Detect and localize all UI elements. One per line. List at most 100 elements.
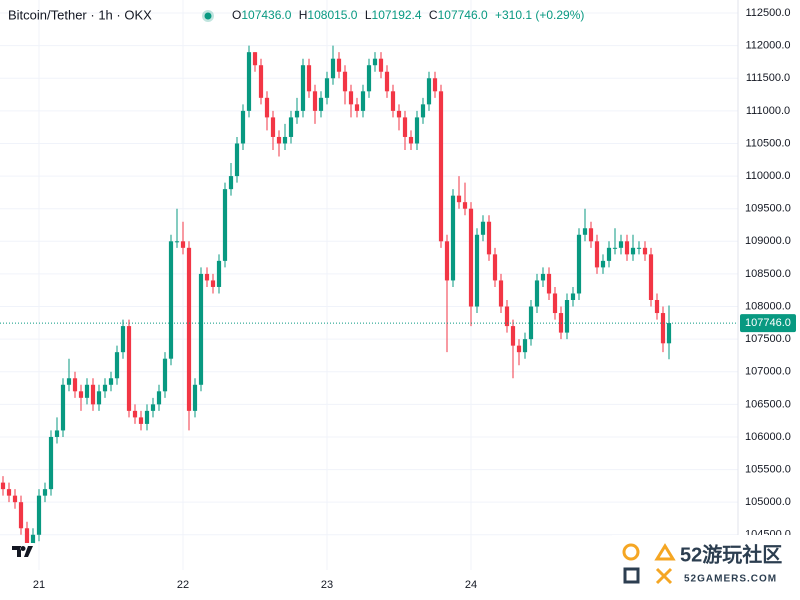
candle-body xyxy=(150,404,156,411)
candle-body xyxy=(12,495,18,503)
candle-body xyxy=(138,417,144,424)
chart-title: Bitcoin/Tether · 1h · OKX xyxy=(8,7,152,22)
candle-body xyxy=(420,104,426,118)
candle-body xyxy=(522,339,528,353)
candle-body xyxy=(648,254,654,300)
candle-body xyxy=(624,241,630,255)
candle-body xyxy=(126,326,132,411)
candle-body xyxy=(432,78,438,92)
candle-body xyxy=(540,273,546,281)
candle-body xyxy=(72,378,78,392)
candle-body xyxy=(534,280,540,307)
candle-body xyxy=(492,254,498,281)
candle-body xyxy=(462,202,468,209)
candle-body xyxy=(630,247,636,255)
candle-body xyxy=(576,234,582,294)
y-tick-label: 105500.0 xyxy=(745,463,791,475)
candle-body xyxy=(354,104,360,111)
ohlc-value: 107746.0 xyxy=(438,8,488,22)
candle-body xyxy=(564,300,570,333)
candle-body xyxy=(48,436,54,490)
candle-body xyxy=(360,91,366,111)
watermark-icon xyxy=(622,543,640,561)
candle-body xyxy=(378,58,384,72)
candle-body xyxy=(498,280,504,307)
candle-body xyxy=(336,58,342,72)
candle-body xyxy=(222,189,228,261)
ohlc-change: +310.1 (+0.29%) xyxy=(495,8,584,22)
x-tick-label: 23 xyxy=(321,579,333,591)
watermark-icon xyxy=(655,567,673,585)
candle-body xyxy=(42,489,48,496)
candle-body xyxy=(504,306,510,327)
ohlc-key: H xyxy=(299,8,308,22)
x-tick-label: 24 xyxy=(465,579,477,591)
candle-body xyxy=(642,247,648,255)
candle-body xyxy=(318,97,324,111)
candle-body xyxy=(342,71,348,92)
candle-body xyxy=(78,391,84,398)
y-tick-label: 107500.0 xyxy=(745,333,791,345)
ohlc-value: 107436.0 xyxy=(241,8,291,22)
candle-body xyxy=(144,410,150,424)
y-tick-label: 111000.0 xyxy=(746,105,790,117)
candle-body xyxy=(486,221,492,255)
y-tick-label: 108500.0 xyxy=(745,268,791,280)
candle-body xyxy=(30,534,36,548)
ohlc-key: O xyxy=(232,8,241,22)
candle-body xyxy=(162,358,168,392)
candle-body xyxy=(654,300,660,314)
candle-body xyxy=(198,273,204,385)
candle-body xyxy=(6,489,12,496)
candle-body xyxy=(402,117,408,137)
candle-body xyxy=(510,326,516,346)
y-tick-label: 106500.0 xyxy=(745,398,791,410)
candle-body xyxy=(216,260,222,287)
logo-shape xyxy=(12,546,33,557)
candle-body xyxy=(426,78,432,105)
candle-body xyxy=(84,384,90,398)
x-tick-label: 22 xyxy=(177,579,189,591)
candle-body xyxy=(282,136,288,144)
candle-body xyxy=(102,384,108,392)
watermark-icon xyxy=(623,567,640,584)
candle-body xyxy=(390,91,396,111)
candle-body xyxy=(60,384,66,431)
candle-body xyxy=(192,384,198,411)
candle-body xyxy=(0,482,6,490)
last-price-box xyxy=(740,314,796,333)
x-tick-label: 21 xyxy=(33,579,45,591)
candle-body xyxy=(90,384,96,405)
candle-body xyxy=(384,71,390,92)
candle-body xyxy=(552,293,558,314)
candle-body xyxy=(666,323,672,344)
candle-body xyxy=(480,221,486,235)
y-tick-label: 108000.0 xyxy=(745,300,791,312)
candle-body xyxy=(516,345,522,353)
candle-body xyxy=(306,65,312,92)
logo-bg xyxy=(10,543,38,561)
ohlc-value: 107192.4 xyxy=(372,8,422,22)
watermark-name: 52游玩社区 xyxy=(680,542,782,566)
candle-body xyxy=(612,247,618,249)
candle-body xyxy=(600,260,606,268)
candle-body xyxy=(18,502,24,529)
y-tick-label: 107000.0 xyxy=(745,366,791,378)
candle-body xyxy=(96,391,102,405)
candles xyxy=(0,45,672,555)
candle-body xyxy=(258,65,264,98)
y-tick-label: 112000.0 xyxy=(745,40,790,52)
candle-body xyxy=(594,241,600,268)
y-tick-label: 105000.0 xyxy=(745,496,791,508)
y-tick-label: 112500.0 xyxy=(745,7,790,19)
candle-body xyxy=(186,247,192,411)
candle-body xyxy=(156,391,162,405)
candle-body xyxy=(174,241,180,243)
candle-body xyxy=(474,234,480,307)
candle-body xyxy=(618,241,624,248)
candle-body xyxy=(240,110,246,144)
candle-body xyxy=(330,58,336,79)
candle-body xyxy=(210,280,216,287)
grid xyxy=(0,0,738,570)
